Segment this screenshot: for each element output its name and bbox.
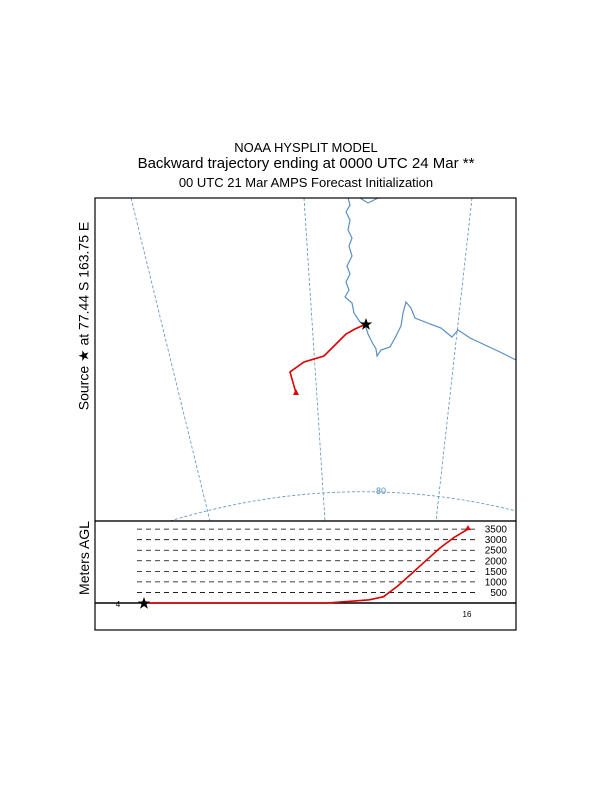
- height-point: [326, 602, 328, 604]
- time-label: 4: [116, 600, 121, 609]
- height-point: [185, 602, 187, 604]
- height-point: [340, 601, 342, 603]
- height-point: [213, 602, 216, 604]
- map-frame: [94, 197, 517, 522]
- coastline: [359, 197, 379, 204]
- height-point: [298, 602, 300, 604]
- meridian-line: [130, 197, 211, 522]
- height-point: [312, 602, 314, 604]
- height-tick-label: 2000: [485, 556, 508, 567]
- init-subtitle: 00 UTC 21 Mar AMPS Forecast Initializati…: [178, 175, 434, 190]
- height-point: [242, 602, 244, 604]
- height-point: [171, 602, 173, 604]
- height-tick-label: 1000: [485, 577, 508, 588]
- height-series-line: [144, 528, 469, 604]
- height-point: [199, 602, 201, 604]
- height-tick-label: 2500: [485, 546, 508, 557]
- height-point: [411, 572, 413, 575]
- height-point: [270, 602, 272, 604]
- height-point: [354, 600, 356, 602]
- height-point: [396, 585, 399, 587]
- height-tick-label: 1500: [485, 567, 508, 578]
- latitude-circle-80: [169, 491, 517, 522]
- time-label: 16: [463, 610, 472, 619]
- model-title: NOAA HYSPLIT MODEL: [234, 140, 378, 155]
- height-point: [368, 599, 370, 601]
- height-tick-label: 3500: [485, 525, 508, 536]
- map-panel: 80: [94, 197, 517, 522]
- profile-grid: [137, 528, 476, 593]
- source-star-marker: [359, 318, 373, 330]
- height-point: [157, 602, 159, 604]
- height-tick-label: 500: [490, 588, 507, 599]
- latitude-label: 80: [376, 486, 386, 496]
- height-point: [453, 536, 455, 539]
- coastline: [344, 197, 517, 361]
- trajectory-start-marker: [465, 525, 471, 531]
- profile-x-labels: 4 16: [116, 600, 472, 619]
- trajectory-map-line: [289, 323, 367, 394]
- profile-frame: [94, 520, 517, 631]
- profile-series: [137, 525, 471, 609]
- height-point: [439, 547, 441, 549]
- height-point: [382, 596, 385, 598]
- trajectory-map-start-marker: [293, 389, 299, 395]
- height-point: [284, 602, 286, 604]
- height-point: [256, 602, 258, 604]
- trajectory-title: Backward trajectory ending at 0000 UTC 2…: [137, 155, 475, 172]
- height-tick-label: 3000: [485, 535, 508, 546]
- profile-source-star: [137, 597, 151, 609]
- meridian-line: [435, 197, 473, 522]
- height-point: [227, 602, 230, 604]
- height-point: [425, 560, 427, 562]
